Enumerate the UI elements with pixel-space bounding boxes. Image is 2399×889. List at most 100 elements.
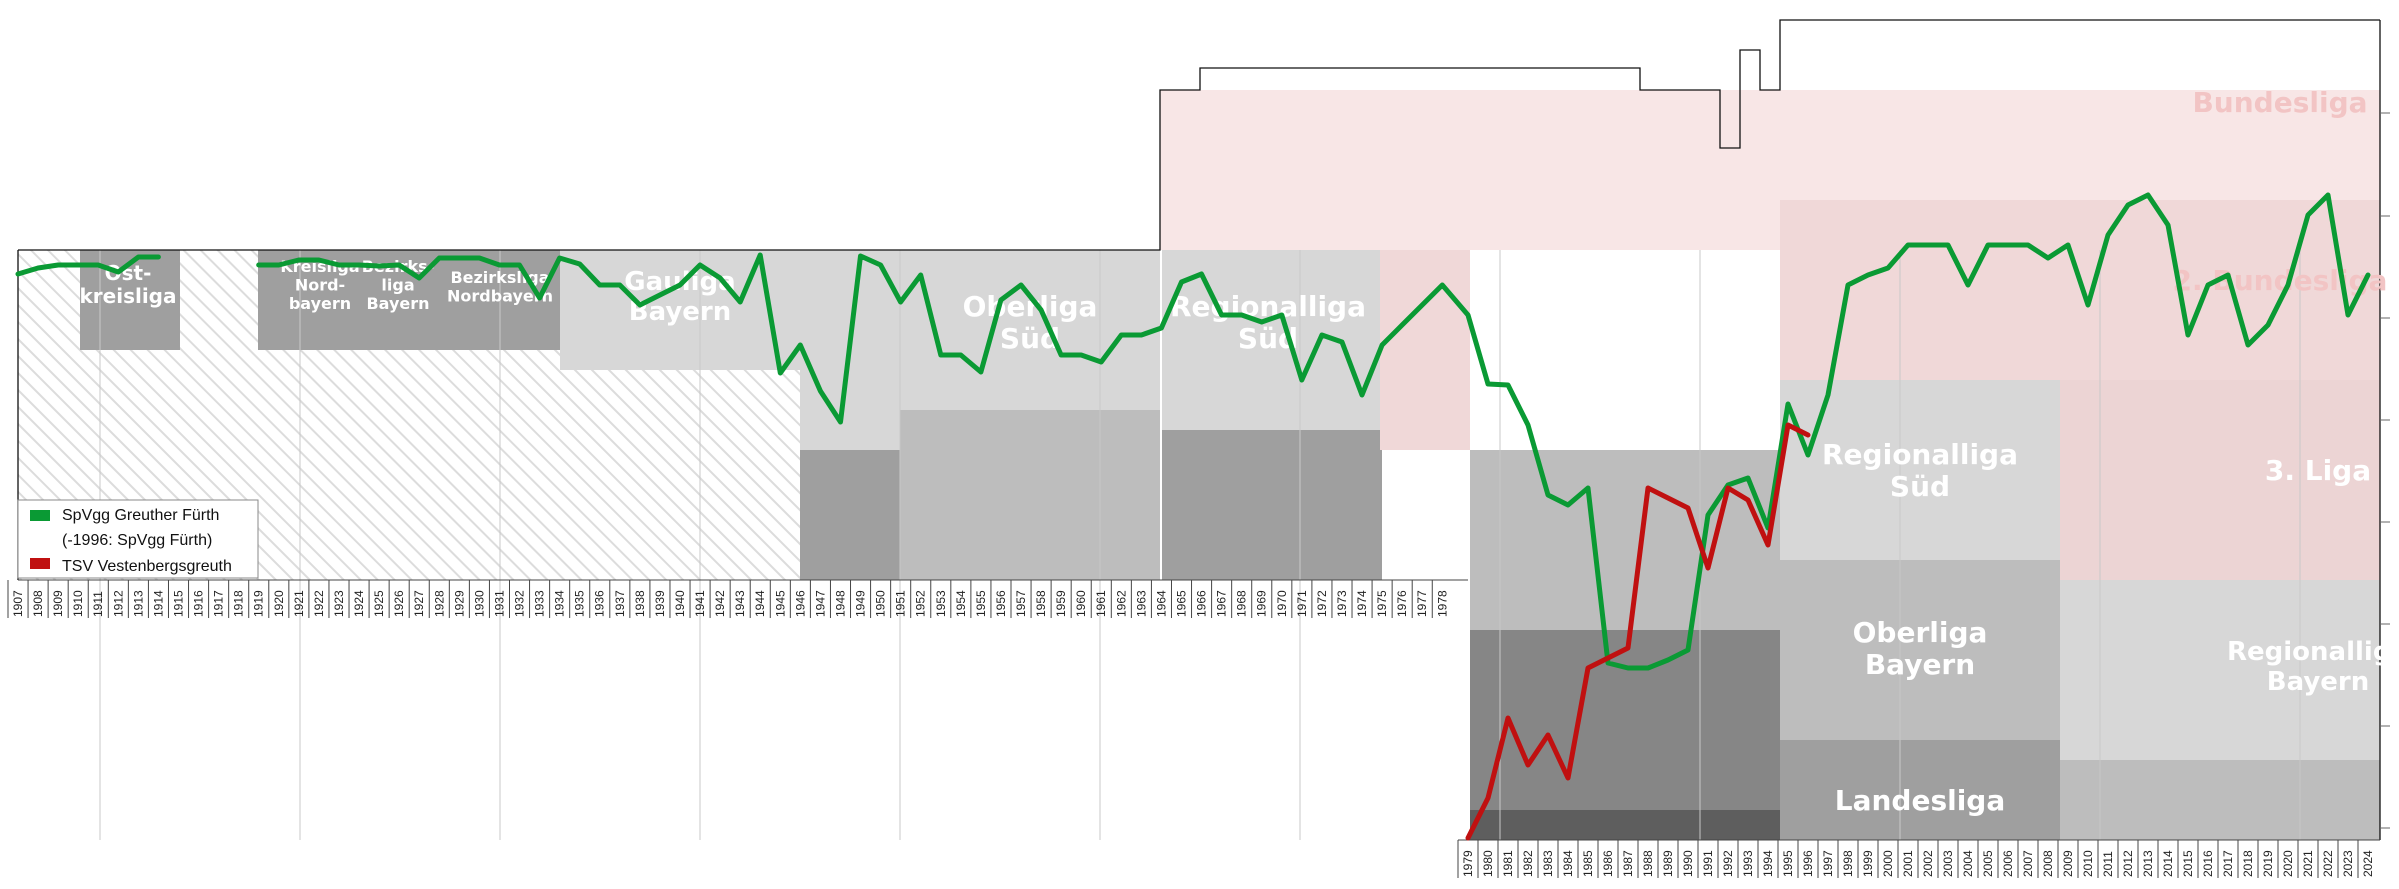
data-point bbox=[1747, 499, 1749, 501]
oberliga-lower-band bbox=[900, 410, 1160, 580]
data-point bbox=[679, 284, 681, 286]
year-label: 1938 bbox=[633, 590, 647, 617]
year-label: 1941 bbox=[693, 590, 707, 617]
year-label: 1997 bbox=[1821, 850, 1835, 877]
data-point bbox=[1927, 244, 1929, 246]
year-label: 1972 bbox=[1315, 590, 1329, 617]
data-point bbox=[619, 284, 621, 286]
data-point bbox=[17, 273, 19, 275]
year-label: 1926 bbox=[392, 590, 406, 617]
year-label: 1968 bbox=[1235, 590, 1249, 617]
year-label: 1924 bbox=[352, 590, 366, 617]
league-label-line: bayern bbox=[289, 294, 351, 313]
league-label-line: Regionalliga bbox=[1822, 438, 2018, 471]
data-point bbox=[1120, 334, 1122, 336]
year-label: 1943 bbox=[733, 590, 747, 617]
year-label: 1959 bbox=[1054, 590, 1068, 617]
year-label: 1916 bbox=[192, 590, 206, 617]
data-point bbox=[840, 421, 841, 423]
bezirksoberliga-band bbox=[1470, 810, 1780, 840]
data-point bbox=[2007, 244, 2009, 246]
year-label: 1919 bbox=[252, 590, 266, 617]
year-label: 1954 bbox=[954, 590, 968, 617]
regionalliga-sued-1994-band bbox=[1780, 380, 2060, 560]
league-label-line: Bundesliga bbox=[2192, 86, 2367, 119]
regionalliga-lower-band bbox=[1162, 430, 1382, 580]
year-label: 1962 bbox=[1114, 590, 1128, 617]
data-point bbox=[739, 301, 741, 303]
data-point bbox=[1547, 734, 1549, 736]
data-point bbox=[1687, 507, 1689, 509]
year-label: 1999 bbox=[1861, 850, 1875, 877]
year-label: 2009 bbox=[2061, 850, 2075, 877]
year-label: 1988 bbox=[1641, 850, 1655, 877]
year-label: 1934 bbox=[553, 590, 567, 617]
year-label: 1929 bbox=[452, 590, 466, 617]
year-label: 1917 bbox=[212, 590, 226, 617]
data-point bbox=[2367, 274, 2369, 276]
data-point bbox=[1707, 567, 1709, 569]
data-point bbox=[1747, 477, 1749, 479]
data-point bbox=[1507, 717, 1509, 719]
data-point bbox=[1507, 384, 1509, 386]
year-label: 1946 bbox=[793, 590, 807, 617]
data-point bbox=[438, 257, 440, 259]
year-label: 1978 bbox=[1435, 590, 1449, 617]
regionalliga-bayern-band bbox=[2060, 580, 2380, 760]
zweite-bundesliga-early-band bbox=[1380, 250, 1470, 450]
data-point bbox=[2147, 194, 2149, 196]
data-point bbox=[1667, 659, 1669, 661]
year-label: 1965 bbox=[1174, 590, 1188, 617]
data-point bbox=[579, 263, 581, 265]
data-point bbox=[378, 265, 380, 267]
year-label: 2011 bbox=[2101, 851, 2115, 877]
year-label: 1970 bbox=[1275, 590, 1289, 617]
data-point bbox=[1727, 484, 1729, 486]
oberliga-bayern-1979-band bbox=[1470, 450, 1780, 630]
year-label: 2022 bbox=[2321, 850, 2335, 877]
year-label: 1907 bbox=[11, 590, 25, 617]
year-label: 2018 bbox=[2241, 850, 2255, 877]
data-point bbox=[278, 264, 280, 266]
data-point bbox=[2347, 314, 2349, 316]
data-point bbox=[1547, 494, 1549, 496]
data-point bbox=[258, 264, 260, 266]
year-label: 1927 bbox=[412, 590, 426, 617]
landesliga-1994-band bbox=[1780, 740, 2060, 840]
year-label: 1940 bbox=[673, 590, 687, 617]
data-point bbox=[418, 277, 420, 279]
data-point bbox=[2067, 244, 2069, 246]
data-point bbox=[1160, 327, 1162, 329]
league-label-2: 3. Liga bbox=[2265, 454, 2371, 487]
data-point bbox=[1627, 647, 1629, 649]
year-label: 2002 bbox=[1921, 850, 1935, 877]
year-label: 1976 bbox=[1395, 590, 1409, 617]
data-point bbox=[1667, 497, 1669, 499]
year-label: 1990 bbox=[1681, 850, 1695, 877]
legend-swatch-furth bbox=[30, 510, 50, 521]
data-point bbox=[2267, 324, 2269, 326]
data-point bbox=[1487, 797, 1489, 799]
year-label: 1933 bbox=[533, 590, 547, 617]
data-point bbox=[117, 271, 119, 273]
data-point bbox=[2307, 214, 2309, 216]
data-point bbox=[1787, 403, 1789, 405]
year-label: 1945 bbox=[773, 590, 787, 617]
data-point bbox=[1807, 454, 1809, 456]
data-point bbox=[1647, 667, 1649, 669]
data-point bbox=[1647, 487, 1649, 489]
data-point bbox=[1281, 314, 1283, 316]
year-label: 1957 bbox=[1014, 590, 1028, 617]
league-label-line: Bayern bbox=[2267, 667, 2369, 697]
zweite-bundesliga-band bbox=[1780, 200, 2380, 380]
year-label: 1987 bbox=[1621, 850, 1635, 877]
data-point bbox=[1201, 273, 1202, 275]
year-label: 2016 bbox=[2201, 850, 2215, 877]
data-point bbox=[137, 256, 139, 258]
data-point bbox=[980, 371, 982, 373]
legend-swatch-vestenbergsgreuth bbox=[30, 558, 50, 569]
series-line-segment-0 bbox=[1465, 422, 1811, 841]
year-label: 1991 bbox=[1701, 850, 1715, 877]
